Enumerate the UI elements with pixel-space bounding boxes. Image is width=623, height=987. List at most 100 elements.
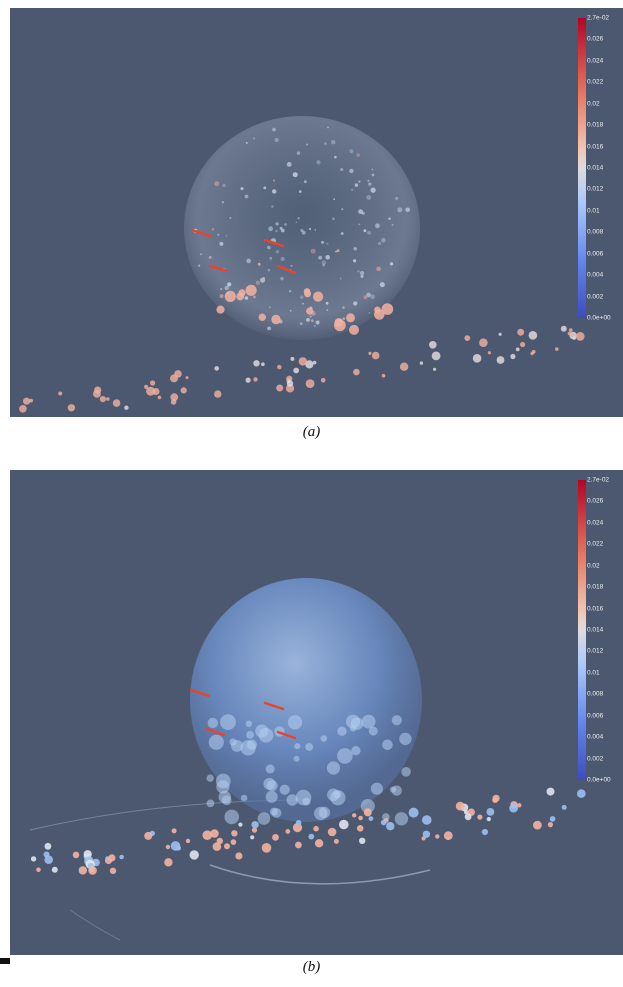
speckle bbox=[268, 226, 273, 232]
bead bbox=[286, 380, 294, 387]
bead bbox=[546, 787, 555, 796]
bead bbox=[408, 807, 419, 818]
inner-bubble bbox=[361, 714, 376, 729]
bead bbox=[251, 821, 259, 829]
speckle bbox=[326, 309, 329, 311]
speckle bbox=[368, 182, 372, 186]
speckle bbox=[297, 217, 300, 220]
colorbar-tick-label: 0.012 bbox=[587, 647, 604, 655]
speckle bbox=[340, 167, 344, 172]
speckle bbox=[359, 270, 365, 276]
bead bbox=[164, 858, 173, 867]
speckle bbox=[356, 153, 361, 157]
bead bbox=[531, 349, 536, 354]
page-mark bbox=[0, 958, 10, 964]
volume-render-b bbox=[29, 578, 586, 941]
colorbar-tick-label: 0.024 bbox=[587, 519, 604, 527]
speckle bbox=[367, 179, 370, 182]
inner-bubble bbox=[305, 743, 314, 751]
speckle bbox=[371, 168, 374, 171]
bead bbox=[202, 830, 213, 840]
bead bbox=[560, 325, 567, 332]
bead bbox=[185, 376, 189, 380]
speckle bbox=[263, 186, 267, 190]
speckle bbox=[300, 228, 304, 233]
bead bbox=[214, 366, 219, 371]
bead bbox=[304, 290, 312, 298]
bead bbox=[305, 379, 315, 388]
bead bbox=[464, 335, 471, 341]
bead bbox=[99, 396, 106, 403]
arrow-4 bbox=[276, 730, 297, 740]
speckle bbox=[295, 221, 298, 224]
inner-bubble bbox=[327, 788, 340, 802]
inner-bubble bbox=[349, 725, 357, 732]
bead bbox=[479, 338, 488, 348]
speckle bbox=[306, 318, 310, 322]
arrow-2 bbox=[263, 701, 285, 711]
bead bbox=[253, 360, 260, 367]
speckle bbox=[353, 247, 357, 251]
speckle bbox=[275, 250, 280, 254]
bead bbox=[443, 831, 453, 841]
inner-bubble bbox=[246, 731, 255, 739]
speckle bbox=[298, 190, 302, 193]
speckle bbox=[375, 223, 380, 229]
speckle bbox=[318, 255, 323, 260]
bead bbox=[261, 362, 265, 367]
speckle bbox=[279, 226, 283, 230]
bead bbox=[472, 354, 482, 363]
arrow-2 bbox=[263, 238, 285, 248]
speckle bbox=[272, 189, 277, 194]
speckle bbox=[309, 315, 312, 318]
speckle bbox=[240, 187, 244, 191]
bead bbox=[520, 341, 526, 348]
bead bbox=[477, 814, 483, 820]
bead bbox=[109, 867, 117, 874]
colorbar-tick-label: 0.0e+00 bbox=[587, 314, 611, 322]
bead bbox=[533, 820, 542, 830]
bead bbox=[567, 331, 572, 336]
bead bbox=[333, 838, 339, 844]
bead bbox=[253, 377, 258, 382]
bead bbox=[189, 850, 199, 860]
inner-bubble bbox=[231, 740, 243, 752]
bead bbox=[290, 356, 295, 361]
speckle bbox=[267, 326, 271, 331]
bead bbox=[124, 405, 129, 410]
speckle bbox=[349, 168, 354, 174]
streak-3 bbox=[69, 909, 121, 941]
speckle bbox=[335, 250, 337, 253]
speckle bbox=[325, 255, 331, 260]
bead bbox=[572, 336, 576, 340]
speckle bbox=[255, 280, 260, 285]
colorbar-tick-label: 0.016 bbox=[587, 605, 604, 613]
speckle bbox=[222, 183, 226, 188]
bead bbox=[93, 390, 101, 398]
bead bbox=[298, 357, 307, 366]
inner-bubble bbox=[220, 714, 236, 730]
bead bbox=[306, 307, 314, 315]
bead bbox=[486, 817, 491, 822]
colorbar-tick-label: 0.004 bbox=[587, 733, 604, 741]
bead bbox=[371, 351, 380, 360]
colorbar-tick-label: 0.024 bbox=[587, 57, 604, 65]
bead bbox=[486, 808, 495, 816]
speckle bbox=[302, 302, 304, 305]
inner-bubble bbox=[216, 780, 230, 794]
speckle bbox=[299, 322, 303, 326]
speckle bbox=[257, 262, 261, 266]
colorbar-tick-label: 0.022 bbox=[587, 78, 604, 86]
bead bbox=[549, 816, 556, 822]
bead bbox=[431, 351, 441, 361]
speckle bbox=[309, 228, 311, 230]
bead bbox=[170, 374, 178, 383]
inner-bubble bbox=[206, 774, 214, 782]
bead bbox=[313, 825, 319, 832]
arrows-a bbox=[190, 228, 297, 275]
bead bbox=[245, 377, 251, 383]
bead bbox=[487, 351, 491, 355]
speckle bbox=[360, 274, 364, 278]
bead bbox=[312, 360, 317, 365]
bead bbox=[356, 825, 364, 832]
